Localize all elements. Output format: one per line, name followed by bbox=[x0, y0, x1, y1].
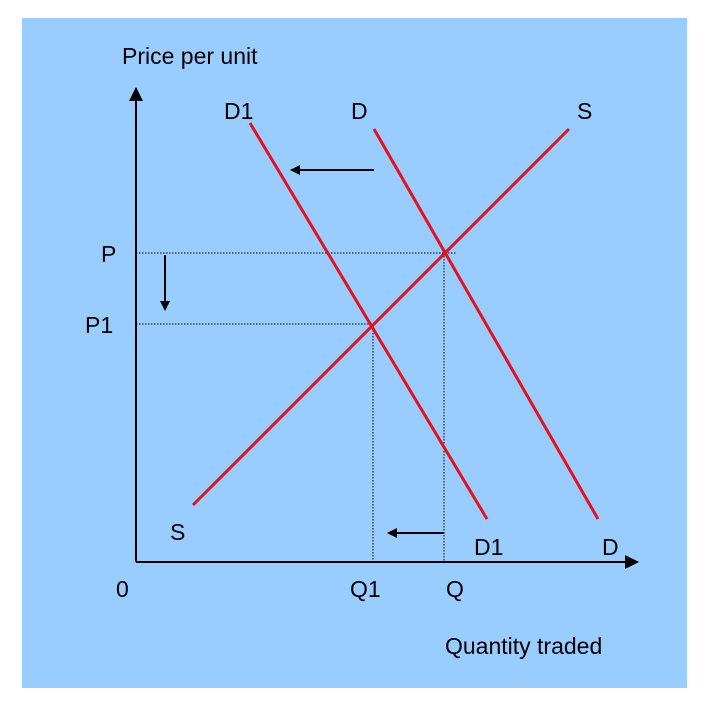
price-p1-label: P1 bbox=[85, 312, 113, 338]
origin-label: 0 bbox=[116, 576, 129, 602]
d1-top-label: D1 bbox=[224, 98, 253, 124]
demand-curve-shifted bbox=[248, 122, 489, 520]
d1-bottom-label: D1 bbox=[474, 534, 503, 560]
d-bottom-label: D bbox=[602, 534, 619, 560]
diagram-panel bbox=[22, 18, 687, 688]
quantity-q1-label: Q1 bbox=[350, 576, 381, 602]
demand-curve-original bbox=[372, 128, 600, 520]
x-axis-label: Quantity traded bbox=[445, 633, 602, 659]
supply-curve bbox=[191, 127, 571, 507]
d-top-label: D bbox=[351, 98, 368, 124]
s-top-label: S bbox=[577, 98, 592, 124]
y-axis-label: Price per unit bbox=[122, 43, 258, 69]
price-p-label: P bbox=[101, 241, 116, 267]
quantity-q-label: Q bbox=[446, 576, 464, 602]
s-bottom-label: S bbox=[170, 519, 185, 545]
